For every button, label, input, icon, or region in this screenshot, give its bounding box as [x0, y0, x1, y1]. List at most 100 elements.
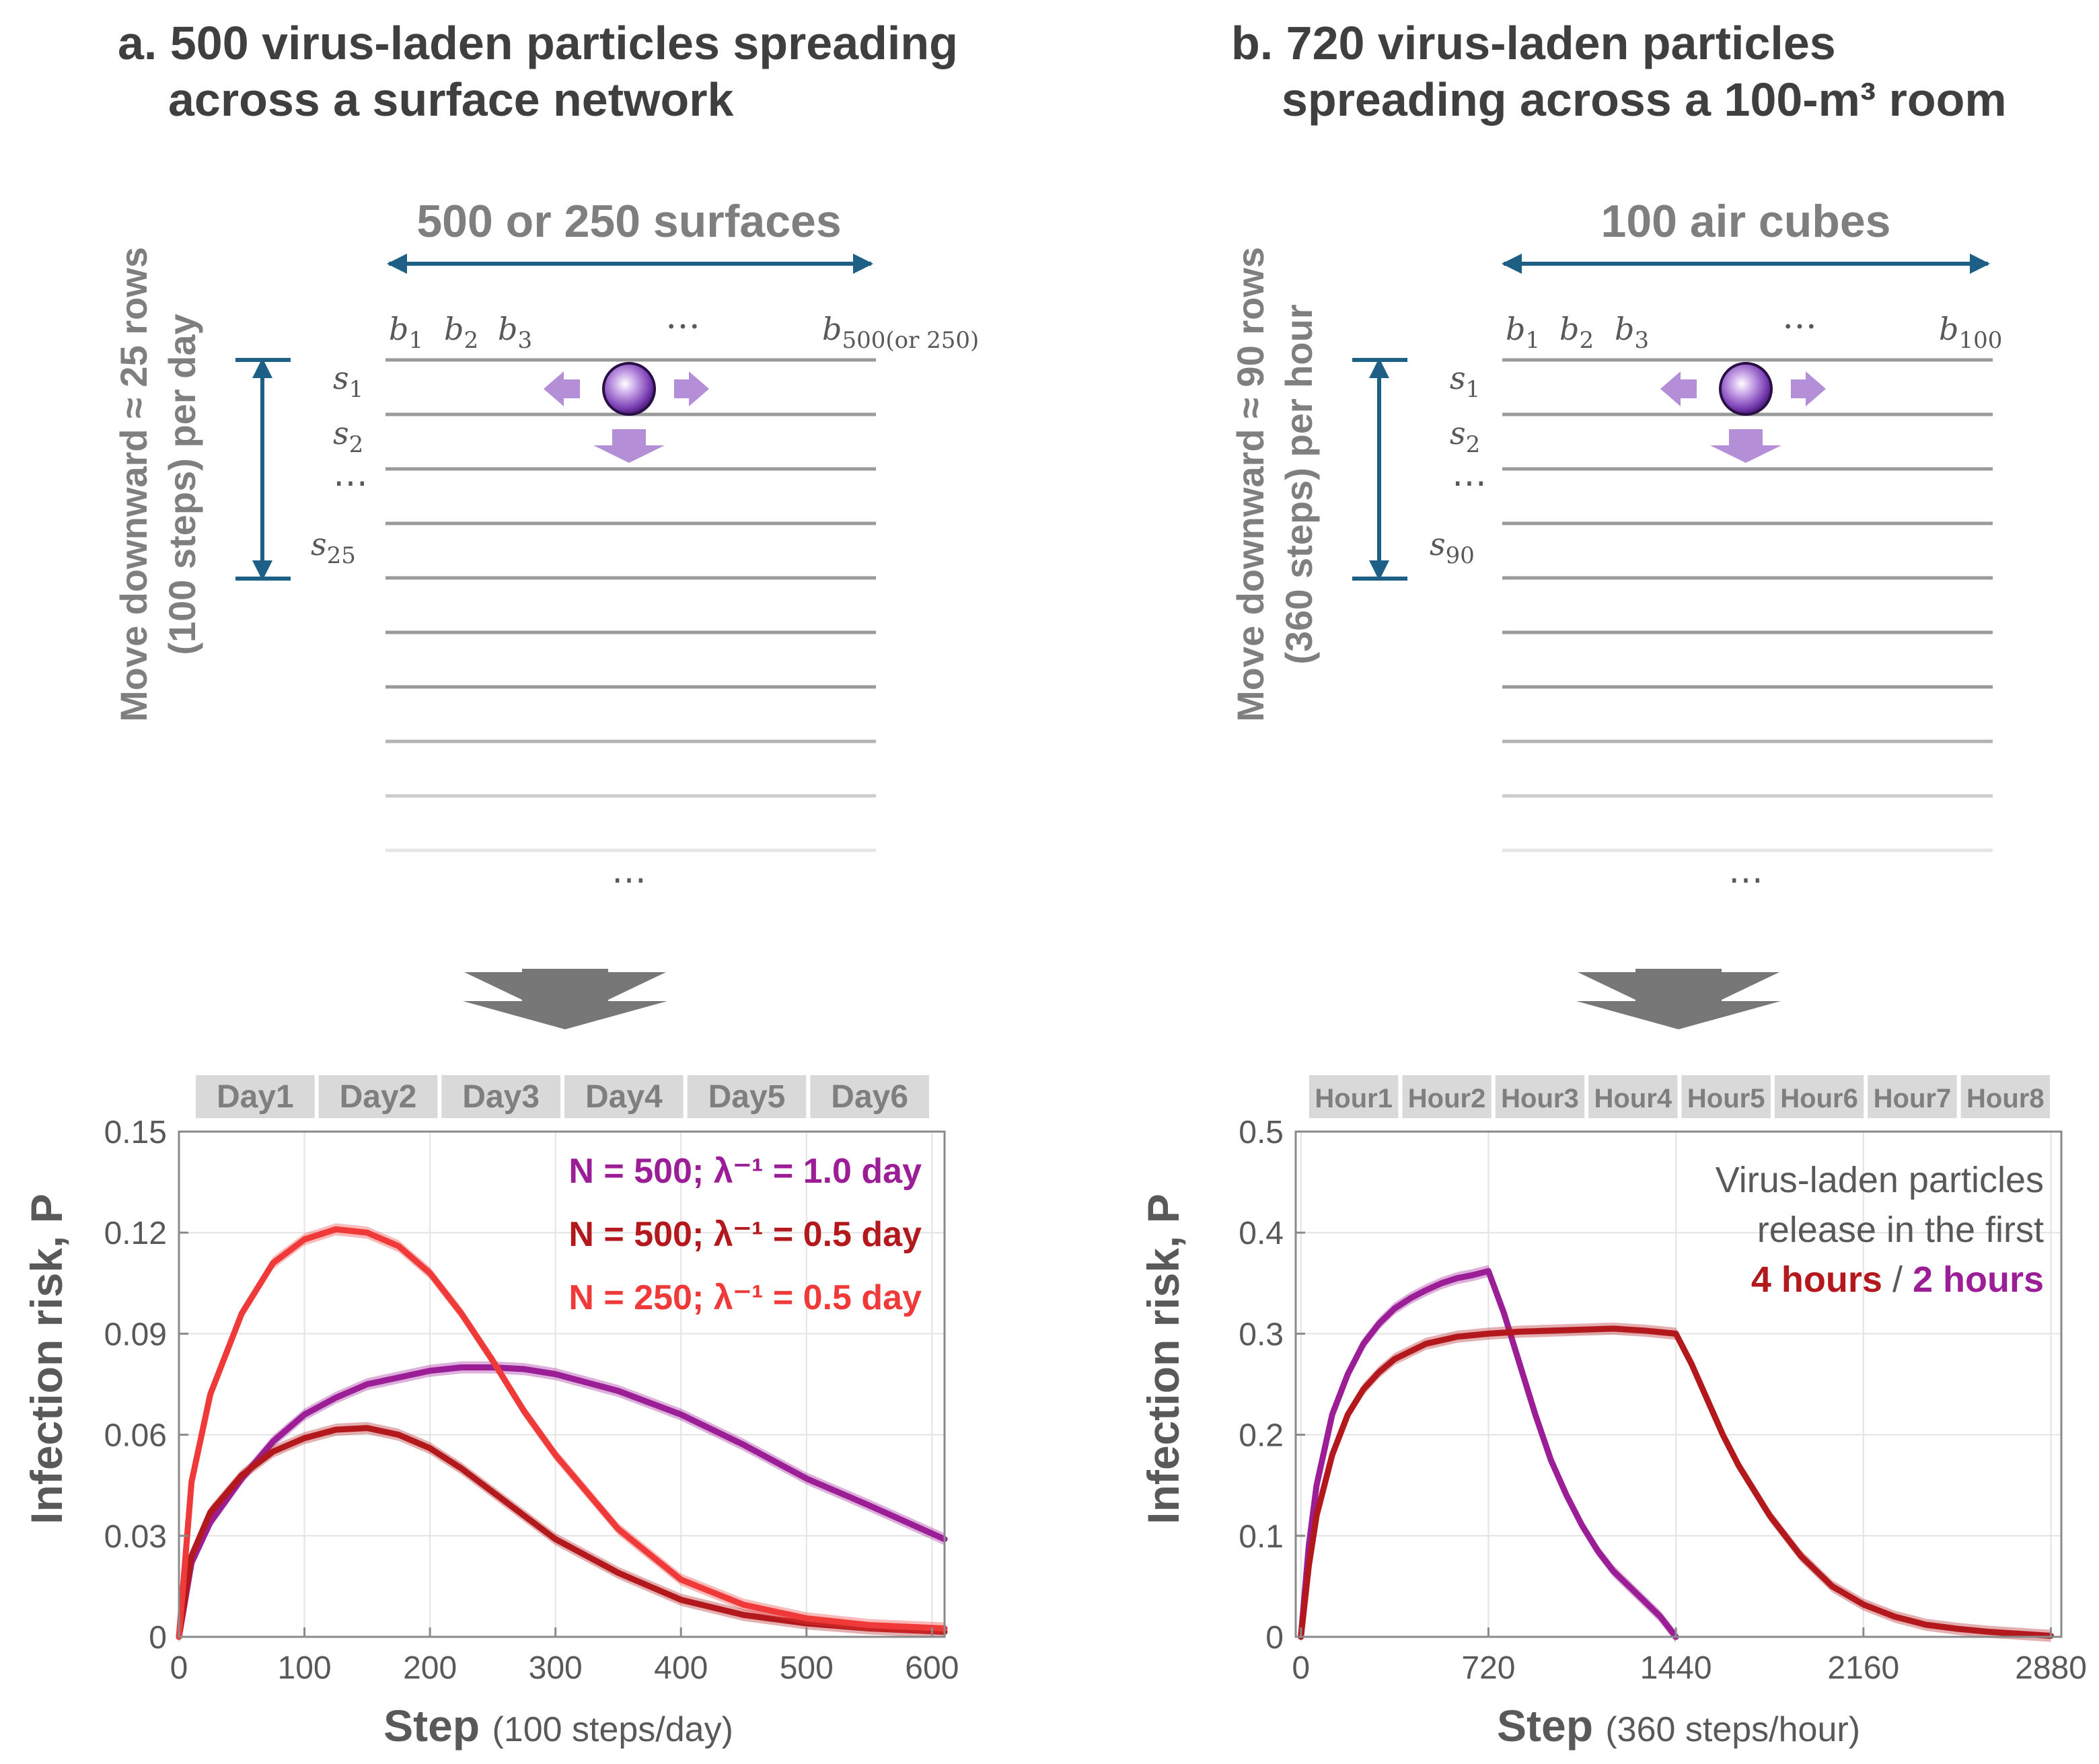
- period-label: Hour2: [1408, 1084, 1486, 1113]
- series-band-1: [179, 1422, 945, 1643]
- series-line-2: [176, 1226, 948, 1640]
- panel-a-down-arrow: [593, 429, 665, 463]
- chart-a-legend-1: N = 500; λ⁻¹ = 1.0 day: [568, 1152, 922, 1191]
- panel-b-col-label-1: b1: [1506, 311, 1540, 354]
- panel-a-col-label-1: b1: [389, 311, 423, 354]
- panel-b-grid-title: 100 air cubes: [1601, 196, 1891, 247]
- panel-b-left-arrow: [1660, 371, 1697, 406]
- panel-b-right-arrow: [1791, 371, 1826, 406]
- period-label: Hour4: [1594, 1084, 1672, 1113]
- chart-a-ticks: 0 100 200 300 400 500 600 0 0.03 0.06 0.09 0.12 0.15: [104, 1115, 959, 1686]
- y-tick-label: 0.12: [104, 1216, 167, 1251]
- panel-b-particle: [1719, 362, 1773, 416]
- period-label: Day5: [708, 1079, 786, 1115]
- panel-a-vertical-label-line1: Move downward ≈ 25 rows: [112, 247, 155, 722]
- panel-b-vertical-label-line1: Move downward ≈ 90 rows: [1229, 247, 1272, 722]
- panel-b-title-line1: b. 720 virus-laden particles: [1231, 17, 1836, 69]
- y-tick-label: 0: [1265, 1620, 1284, 1656]
- period-box: [441, 1075, 560, 1118]
- period-box: [1309, 1075, 1399, 1118]
- chart-b-gridlines: [1296, 1131, 2061, 1638]
- period-box: [1588, 1075, 1678, 1118]
- period-label: Hour1: [1315, 1084, 1393, 1113]
- chart-a-period-bar: Day1 Day2 Day3 Day4 Day5 Day6: [196, 1075, 929, 1118]
- chart-b-note-sep: /: [1882, 1259, 1913, 1300]
- panel-b-row-label-2: s2: [1450, 415, 1480, 458]
- period-box: [1681, 1075, 1771, 1118]
- panel-a-col-ellipsis: …: [665, 297, 700, 337]
- panel-b-grid: [1500, 358, 1995, 852]
- panel-a-row-label-25: s25: [311, 526, 356, 569]
- chart-a-legend-3: N = 250; λ⁻¹ = 0.5 day: [568, 1278, 922, 1317]
- y-tick-label: 0.3: [1239, 1317, 1284, 1352]
- chart-b-ylabel: Infection risk, P: [1138, 1193, 1188, 1524]
- panel-b-col-ellipsis: …: [1782, 297, 1817, 337]
- panel-a-particle: [602, 362, 656, 416]
- period-box: [318, 1075, 438, 1118]
- panel-b-bottom-ellipsis: ⋯: [1728, 860, 1763, 900]
- series-line-1: [1298, 1325, 2054, 1640]
- panel-a-row-ellipsis: ⋯: [333, 463, 368, 503]
- period-label: Hour8: [1966, 1084, 2045, 1113]
- period-label: Hour6: [1780, 1084, 1858, 1113]
- panel-a-right-arrow: [674, 371, 709, 406]
- y-tick-label: 0.03: [104, 1519, 167, 1555]
- panel-a-row-label-1: s1: [333, 360, 363, 403]
- chart-b-note-line1: Virus-laden particles: [1716, 1160, 2044, 1200]
- chart-a-ylabel: Infection risk, P: [22, 1193, 71, 1524]
- period-box: [687, 1075, 807, 1118]
- series-line-1: [176, 1425, 948, 1640]
- period-box: [196, 1075, 315, 1118]
- chart-b-note-purple: 2 hours: [1913, 1259, 2044, 1300]
- y-tick-label: 0.5: [1239, 1115, 1284, 1150]
- x-tick-label: 2880: [2015, 1650, 2087, 1686]
- period-box: [810, 1075, 929, 1118]
- series-line-0: [1298, 1267, 1679, 1640]
- y-tick-label: 0.06: [104, 1418, 167, 1454]
- x-tick-label: 0: [1292, 1650, 1310, 1686]
- panel-a-bottom-ellipsis: ⋯: [612, 860, 647, 900]
- chart-b-series: [1298, 1265, 2054, 1643]
- panel-a-vertical-label-line2: (100 steps) per day: [161, 314, 203, 655]
- panel-b-col-label-3: b3: [1615, 311, 1649, 354]
- series-line-0: [176, 1364, 948, 1640]
- period-box: [1402, 1075, 1492, 1118]
- x-tick-label: 600: [905, 1650, 959, 1686]
- x-tick-label: 0: [170, 1650, 188, 1686]
- y-tick-label: 0.4: [1239, 1216, 1284, 1251]
- panel-b-row-label-1: s1: [1450, 360, 1480, 403]
- panel-a-title-line1: a. 500 virus-laden particles spreading: [118, 17, 958, 69]
- period-box: [564, 1075, 684, 1118]
- chart-b-note-line3: 4 hours / 2 hours: [1751, 1259, 2044, 1300]
- panel-b-vertical-label-line2: (360 steps) per hour: [1278, 304, 1320, 664]
- period-label: Day3: [462, 1079, 540, 1115]
- period-label: Day6: [831, 1079, 908, 1115]
- period-label: Hour3: [1501, 1084, 1579, 1113]
- panel-b-title-line2: spreading across a 100-m³ room: [1282, 73, 2007, 126]
- panel-a-row-label-2: s2: [333, 415, 363, 458]
- panel-b-schematic: 100 air cubes b1 b2 b3 … b100 s1 s2 ⋯ s9…: [1229, 196, 2002, 1001]
- period-box: [1495, 1075, 1585, 1118]
- panel-b-col-label-last: b100: [1939, 311, 2002, 354]
- panel-a-col-label-3: b3: [498, 311, 532, 354]
- x-tick-label: 720: [1461, 1650, 1515, 1686]
- chart-a-xlabel: Step (100 steps/day): [383, 1701, 733, 1751]
- period-label: Hour5: [1687, 1084, 1765, 1113]
- chart-a-series: [176, 1223, 948, 1643]
- period-label: Day2: [340, 1079, 417, 1115]
- x-tick-label: 1440: [1640, 1650, 1712, 1686]
- panel-a-grid: [383, 358, 878, 852]
- x-tick-label: 200: [403, 1650, 457, 1686]
- y-tick-label: 0.09: [104, 1317, 167, 1352]
- y-tick-label: 0.15: [104, 1115, 167, 1150]
- x-tick-label: 300: [529, 1650, 583, 1686]
- x-tick-label: 2160: [1827, 1650, 1899, 1686]
- chart-b-frame: [1294, 1130, 2063, 1638]
- panel-b-row-ellipsis: ⋯: [1452, 463, 1487, 503]
- period-box: [1774, 1075, 1864, 1118]
- chart-a-frame: [178, 1130, 946, 1638]
- chart-b-ticks: 0 720 1440 2160 2880 0 0.1 0.2 0.3 0.4 0.5: [1239, 1115, 2087, 1686]
- series-band-0: [179, 1361, 945, 1643]
- x-tick-label: 500: [780, 1650, 834, 1686]
